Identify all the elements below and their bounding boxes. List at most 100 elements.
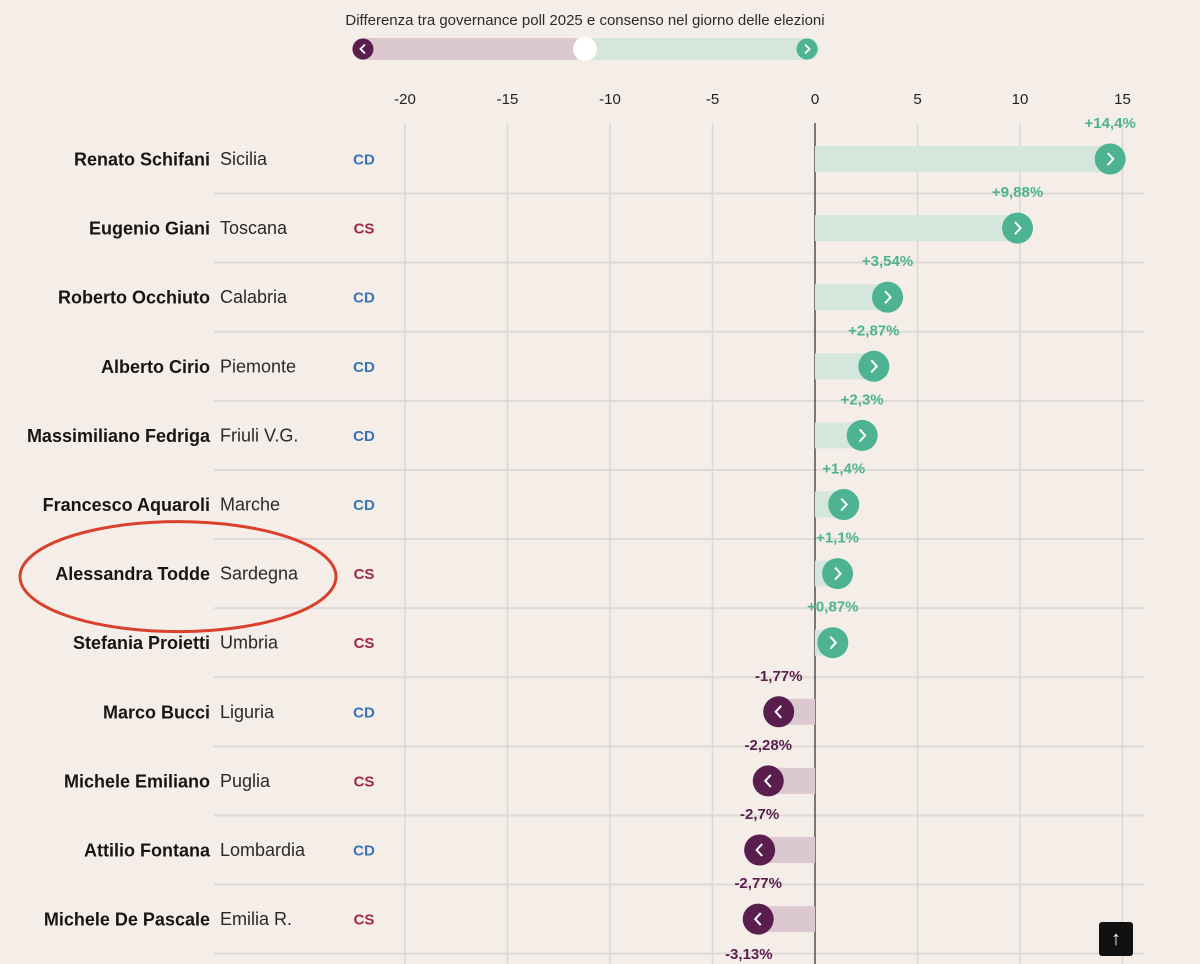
chevron-right-icon — [858, 350, 890, 382]
chevron-stroke — [884, 290, 892, 304]
data-row[interactable]: Massimiliano Fedriga Friuli V.G. CD +2,3% — [27, 391, 884, 451]
chevron-stroke — [755, 843, 763, 857]
legend-title: Differenza tra governance poll 2025 e co… — [345, 12, 824, 29]
chevron-left-icon — [744, 834, 776, 866]
data-row[interactable]: Stefania Proietti Umbria CS +0,87% — [73, 599, 859, 659]
party-label: CS — [354, 635, 375, 652]
party-label: CD — [353, 704, 375, 721]
region-name: Toscana — [220, 218, 288, 238]
x-tick-label: 10 — [1012, 91, 1029, 108]
party-label: CD — [353, 152, 375, 169]
bar — [815, 215, 1018, 242]
x-tick-label: 5 — [913, 91, 921, 108]
data-row[interactable]: Michele De Pascale Emilia R. CS -2,77% — [44, 875, 815, 935]
candidate-name: Francesco Aquaroli — [43, 495, 210, 515]
candidate-name: Alessandra Todde — [55, 564, 210, 584]
x-tick-label: 15 — [1114, 91, 1131, 108]
data-row[interactable]: Alberto Cirio Piemonte CD +2,87% — [101, 322, 899, 382]
value-label: +0,87% — [807, 599, 858, 616]
chevron-left-icon — [742, 903, 774, 935]
party-label: CD — [353, 843, 375, 860]
value-label: -2,28% — [744, 737, 792, 754]
region-name: Puglia — [220, 771, 271, 791]
candidate-name: Renato Schifani — [74, 150, 210, 170]
party-label: CS — [354, 221, 375, 238]
candidate-name: Massimiliano Fedriga — [27, 426, 211, 446]
chevron-left-icon — [752, 765, 784, 797]
region-name: Friuli V.G. — [220, 425, 298, 445]
chevron-right-icon — [1002, 212, 1034, 244]
chevron-stroke — [829, 636, 838, 650]
data-row[interactable]: Attilio Fontana Lombardia CD -2,7% — [84, 806, 815, 866]
value-label: -2,77% — [734, 875, 782, 892]
value-label: +14,4% — [1085, 115, 1136, 132]
value-label: -2,7% — [740, 806, 779, 823]
candidate-name: Michele De Pascale — [44, 910, 210, 930]
candidate-name: Michele Emiliano — [64, 771, 210, 791]
arrow-up-icon: ↑ — [1111, 927, 1121, 950]
region-name: Liguria — [220, 702, 275, 722]
chevron-stroke — [870, 359, 879, 373]
region-name: Sardegna — [220, 564, 299, 584]
chevron-stroke — [774, 705, 782, 719]
value-label: +1,4% — [822, 461, 865, 478]
highlight-ellipse — [18, 520, 338, 634]
value-label: -1,77% — [755, 668, 803, 685]
value-label: +3,54% — [862, 253, 913, 270]
x-tick-label: -15 — [497, 91, 519, 108]
chevron-right-icon — [872, 281, 904, 313]
legend-slider[interactable] — [352, 37, 819, 61]
region-name: Marche — [220, 495, 280, 515]
x-tick-label: -5 — [706, 91, 719, 108]
party-label: CD — [353, 359, 375, 376]
value-label: +1,1% — [816, 530, 859, 547]
chevron-stroke — [858, 428, 867, 443]
slider-handle[interactable] — [573, 37, 597, 61]
chevron-stroke — [763, 774, 772, 788]
data-row[interactable]: Roberto Occhiuto Calabria CD +3,54% — [58, 253, 913, 313]
chevron-stroke — [1014, 221, 1022, 235]
chevron-right-icon — [828, 489, 860, 520]
region-name: Calabria — [220, 287, 288, 307]
chevron-left-icon[interactable] — [352, 38, 374, 60]
region-name: Lombardia — [220, 840, 306, 860]
x-tick-label: 0 — [811, 91, 819, 108]
bar — [815, 146, 1111, 172]
value-label-partial: -3,13% — [725, 946, 773, 963]
scroll-to-top-button[interactable]: ↑ — [1099, 922, 1133, 956]
party-label: CD — [353, 290, 375, 307]
chevron-stroke — [1106, 152, 1115, 166]
data-row[interactable]: Alessandra Todde Sardegna CS +1,1% — [55, 530, 859, 590]
party-label: CD — [353, 428, 375, 445]
region-name: Sicilia — [220, 149, 268, 169]
candidate-name: Roberto Occhiuto — [58, 288, 210, 308]
party-label: CD — [353, 497, 375, 514]
x-tick-label: -10 — [599, 91, 621, 108]
candidate-name: Attilio Fontana — [84, 841, 211, 861]
party-label: CS — [354, 912, 375, 929]
region-name: Piemonte — [220, 356, 296, 376]
data-row[interactable]: Michele Emiliano Puglia CS -2,28% — [64, 737, 815, 797]
value-label: +9,88% — [992, 184, 1043, 201]
chevron-right-icon — [1094, 143, 1126, 175]
candidate-name: Stefania Proietti — [73, 633, 210, 653]
chevron-right-icon[interactable] — [796, 38, 818, 60]
data-row[interactable]: Renato Schifani Sicilia CD +14,4% — [74, 115, 1136, 175]
chevron-right-icon — [817, 627, 849, 659]
value-label: +2,87% — [848, 322, 899, 339]
candidate-name: Eugenio Giani — [89, 219, 210, 239]
region-name: Umbria — [220, 633, 279, 653]
x-tick-label: -20 — [394, 91, 416, 108]
value-label: +2,3% — [841, 391, 884, 408]
chevron-stroke — [834, 566, 842, 581]
party-label: CS — [354, 566, 375, 583]
data-row[interactable]: Francesco Aquaroli Marche CD +1,4% — [43, 461, 866, 521]
chevron-left-icon — [763, 696, 795, 728]
data-row[interactable]: Eugenio Giani Toscana CS +9,88% — [89, 184, 1043, 244]
chevron-stroke — [840, 497, 849, 512]
party-label: CS — [354, 773, 375, 790]
candidate-name: Alberto Cirio — [101, 357, 210, 377]
chevron-right-icon — [846, 419, 878, 451]
data-row[interactable]: Marco Bucci Liguria CD -1,77% — [103, 668, 815, 728]
